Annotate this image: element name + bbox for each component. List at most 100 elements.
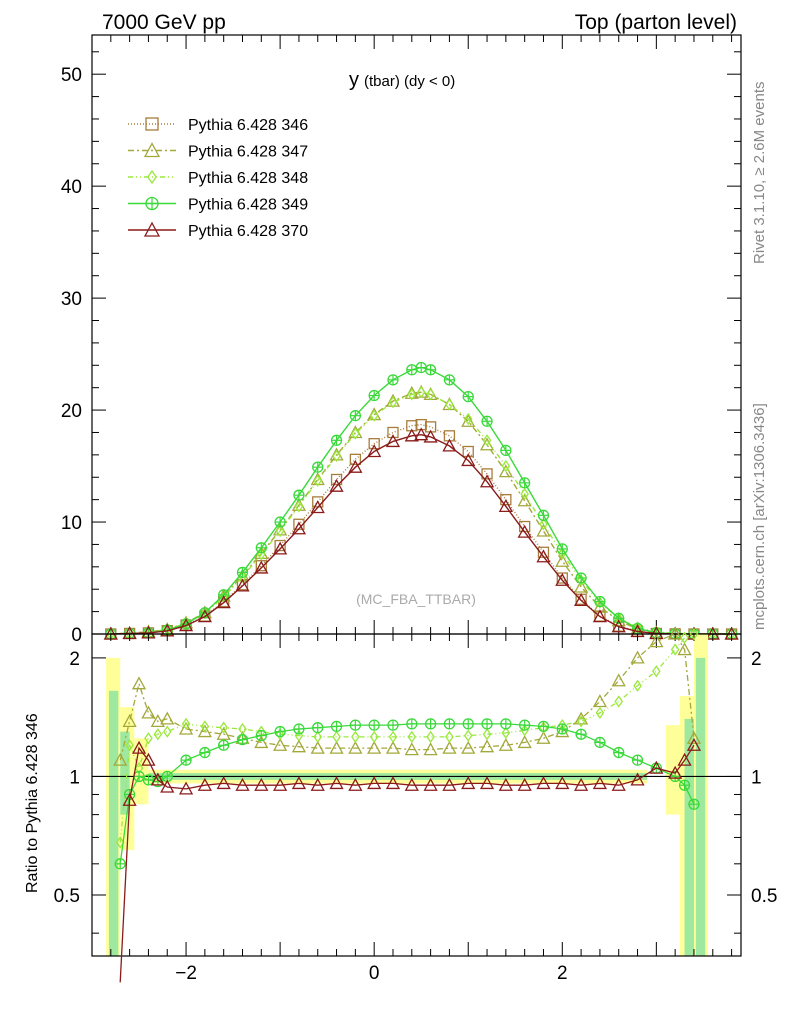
ratio-point (332, 730, 341, 744)
data-point (424, 364, 437, 376)
ratio-point (122, 792, 137, 806)
y-tick-label: 0 (71, 625, 82, 646)
ratio-point (677, 752, 692, 766)
data-point (498, 499, 513, 513)
ratio-point (404, 742, 419, 756)
ratio-point (330, 720, 343, 733)
ratio-point (197, 724, 212, 738)
uncertainty-band (684, 718, 696, 956)
ratio-point (291, 776, 307, 790)
legend-marker (143, 221, 161, 237)
ratio-point (131, 740, 147, 754)
data-point (415, 361, 427, 374)
data-point (312, 461, 324, 473)
ratio-point (216, 776, 231, 790)
ratio-point (498, 737, 513, 751)
ratio-point (199, 746, 211, 759)
legend-marker (147, 169, 157, 185)
ratio-line (119, 723, 695, 864)
ratio-point (575, 728, 587, 740)
watermark: (MC_FBA_TTBAR) (356, 591, 476, 607)
ratio-y-tick-label: 1 (69, 767, 80, 788)
ratio-line (119, 633, 695, 761)
legend-marker (145, 196, 159, 211)
data-point (348, 459, 363, 473)
ratio-point (595, 706, 605, 720)
ratio-point (611, 777, 626, 791)
data-point (218, 589, 230, 601)
data-point (479, 474, 495, 488)
ratio-point (349, 719, 362, 731)
ratio-point (481, 718, 493, 730)
ratio-point (677, 642, 692, 656)
ratio-point (162, 725, 172, 738)
data-point (592, 599, 608, 613)
ratio-series-pythia-6-428-349 (114, 718, 700, 870)
ratio-point (556, 723, 568, 735)
ratio-point (310, 777, 325, 791)
data-point (482, 434, 492, 447)
data-point (255, 542, 267, 554)
header-right: Top (parton level) (575, 11, 737, 34)
data-point (407, 388, 417, 401)
data-point (273, 541, 288, 555)
ratio-point (680, 631, 689, 644)
ratio-point (479, 739, 495, 753)
ratio-y-tick-label: 0.5 (54, 886, 80, 907)
ratio-point (178, 781, 194, 795)
ratio-point (293, 723, 305, 735)
data-point (385, 434, 401, 448)
data-point (388, 396, 398, 409)
ratio-point (235, 777, 250, 791)
ratio-point (122, 714, 137, 728)
ratio-point (443, 718, 456, 730)
data-point (294, 500, 304, 513)
data-point (367, 444, 382, 458)
data-point (332, 449, 341, 463)
legend-label: Pythia 6.428 370 (188, 223, 308, 240)
ratio-point (517, 777, 532, 791)
legend-marker (145, 117, 159, 131)
data-point (216, 595, 231, 609)
ratio-point (329, 776, 344, 790)
ratio-point (197, 777, 212, 791)
ratio-point (555, 724, 570, 738)
ratio-point (630, 772, 645, 786)
ratio-point (424, 718, 437, 730)
data-point (520, 487, 529, 501)
ratio-point (348, 777, 363, 791)
ratio-point (160, 779, 175, 793)
data-point (254, 560, 269, 574)
ratio-point (254, 735, 269, 749)
uncertainty-band (695, 657, 706, 956)
ratio-point (407, 730, 417, 744)
ratio-point (537, 720, 550, 733)
ratio-point (367, 776, 382, 790)
data-point (519, 477, 531, 489)
ratio-point (180, 754, 192, 766)
ratio-point (576, 715, 586, 728)
ratio-point (238, 722, 247, 736)
x-tick-label: 2 (557, 963, 568, 984)
ratio-point (273, 737, 288, 751)
data-point (197, 609, 212, 623)
data-point (517, 493, 532, 507)
data-point (461, 453, 476, 467)
ratio-point (178, 721, 194, 735)
data-point (462, 445, 474, 458)
y-tick-label: 20 (61, 401, 82, 422)
ratio-point (160, 711, 175, 725)
ratio-point (463, 729, 473, 742)
ratio-point (649, 634, 664, 648)
data-point (310, 500, 325, 514)
ratio-point (141, 705, 156, 719)
ratio-point (291, 739, 307, 753)
data-point (537, 509, 550, 521)
ratio-point (150, 714, 165, 728)
ratio-point (423, 777, 438, 791)
ratio-point (329, 740, 344, 754)
ratio-ylabel: Ratio to Pythia 6.428 346 (24, 713, 41, 893)
ratio-point (614, 695, 624, 708)
ratio-point (482, 728, 492, 741)
ratio-point (688, 798, 700, 810)
